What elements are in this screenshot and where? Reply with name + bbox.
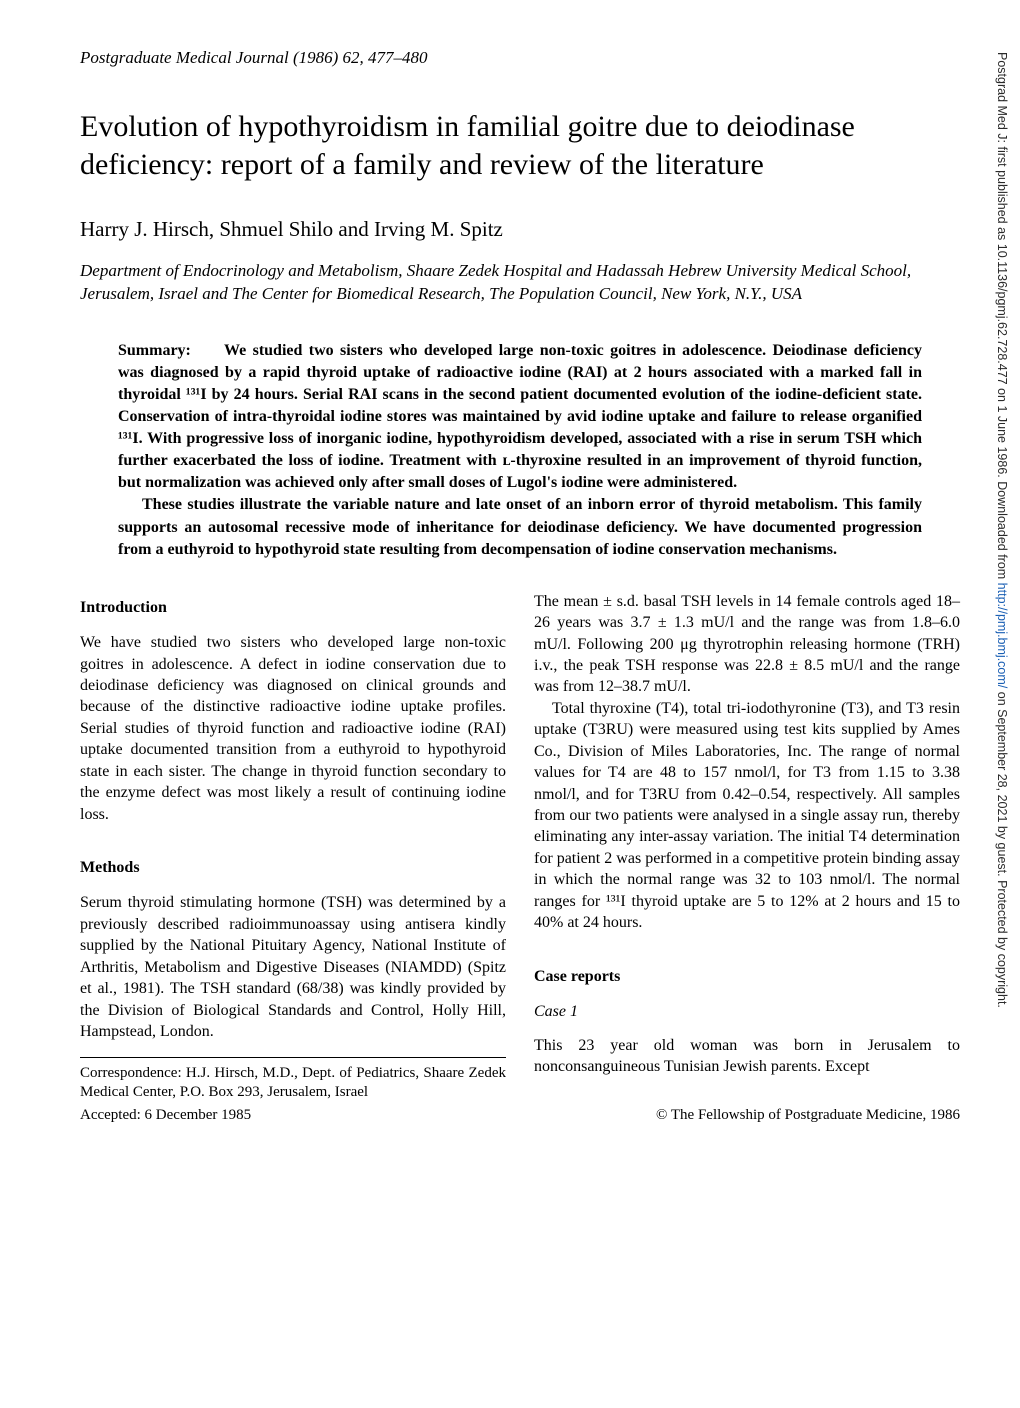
authors: Harry J. Hirsch, Shmuel Shilo and Irving… <box>80 217 960 242</box>
methods-body: Serum thyroid stimulating hormone (TSH) … <box>80 892 506 1042</box>
journal-header: Postgraduate Medical Journal (1986) 62, … <box>80 48 960 68</box>
affiliation: Department of Endocrinology and Metaboli… <box>80 260 960 306</box>
summary-paragraph-1: Summary:We studied two sisters who devel… <box>118 340 922 495</box>
sidebar-provenance: Postgrad Med J: first published as 10.11… <box>986 52 1010 1302</box>
case-1-heading: Case 1 <box>534 1001 960 1022</box>
left-column: Introduction We have studied two sisters… <box>80 591 506 1126</box>
correspondence-rule <box>80 1057 506 1058</box>
right-p1: The mean ± s.d. basal TSH levels in 14 f… <box>534 591 960 698</box>
copyright-notice: © The Fellowship of Postgraduate Medicin… <box>534 1105 960 1125</box>
sidebar-text-pre: Postgrad Med J: first published as 10.11… <box>995 52 1009 583</box>
summary-paragraph-2: These studies illustrate the variable na… <box>118 494 922 560</box>
article-title: Evolution of hypothyroidism in familial … <box>80 108 960 183</box>
introduction-heading: Introduction <box>80 597 506 618</box>
right-p2: Total thyroxine (T4), total tri-iodothyr… <box>534 698 960 934</box>
methods-heading: Methods <box>80 857 506 878</box>
accepted-date: Accepted: 6 December 1985 <box>80 1105 506 1125</box>
summary-lead: Summary: <box>118 340 224 362</box>
case-1-body: This 23 year old woman was born in Jerus… <box>534 1035 960 1078</box>
sidebar-text-post: on September 28, 2021 by guest. Protecte… <box>995 688 1009 1008</box>
correspondence: Correspondence: H.J. Hirsch, M.D., Dept.… <box>80 1064 506 1103</box>
right-column: The mean ± s.d. basal TSH levels in 14 f… <box>534 591 960 1126</box>
summary-p1-text: We studied two sisters who developed lar… <box>118 342 922 491</box>
introduction-body: We have studied two sisters who develope… <box>80 632 506 825</box>
sidebar-link[interactable]: http://pmj.bmj.com/ <box>995 583 1009 689</box>
case-reports-heading: Case reports <box>534 966 960 987</box>
two-column-body: Introduction We have studied two sisters… <box>80 591 960 1126</box>
journal-citation: Postgraduate Medical Journal (1986) 62, … <box>80 48 428 67</box>
summary-block: Summary:We studied two sisters who devel… <box>80 340 960 561</box>
